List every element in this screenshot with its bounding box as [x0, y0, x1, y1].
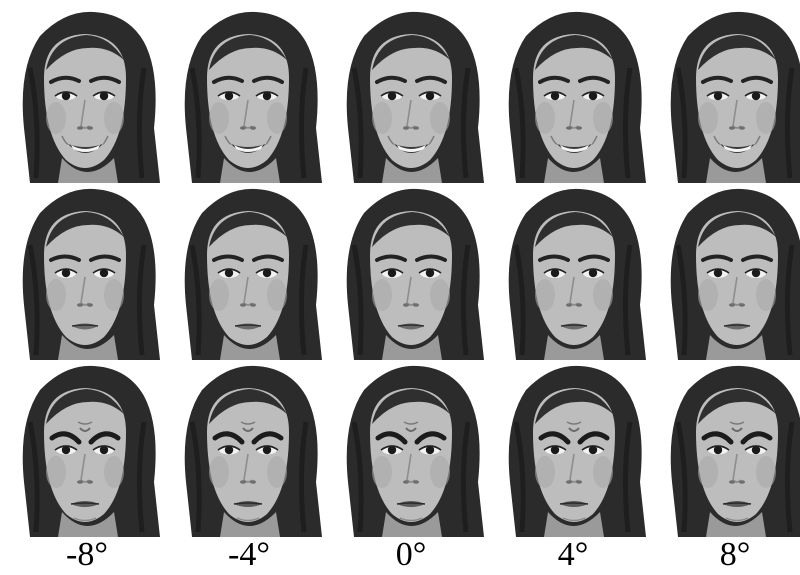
- face-photo-neutral: [334, 185, 488, 360]
- face-photo-happy: [10, 8, 164, 183]
- angle-label-0: 0°: [395, 536, 427, 573]
- face-photo-neutral: [172, 185, 326, 360]
- face-photo-happy: [334, 8, 488, 183]
- face-photo-angry: [10, 362, 164, 537]
- face-photo-angry: [172, 362, 326, 537]
- face-photo-neutral: [658, 185, 800, 360]
- face-photo-angry: [334, 362, 488, 537]
- angle-label-minus-4: -4°: [228, 536, 270, 573]
- face-photo-angry: [496, 362, 650, 537]
- angle-label-minus-8: -8°: [66, 536, 108, 573]
- face-grid: [10, 8, 800, 537]
- face-photo-happy: [496, 8, 650, 183]
- angle-labels: -8° -4° 0° 4° 8°: [0, 535, 800, 575]
- face-photo-happy: [172, 8, 326, 183]
- face-photo-happy: [658, 8, 800, 183]
- angle-label-8: 8°: [719, 536, 751, 573]
- face-photo-angry: [658, 362, 800, 537]
- angle-label-4: 4°: [557, 536, 589, 573]
- face-photo-neutral: [496, 185, 650, 360]
- face-photo-neutral: [10, 185, 164, 360]
